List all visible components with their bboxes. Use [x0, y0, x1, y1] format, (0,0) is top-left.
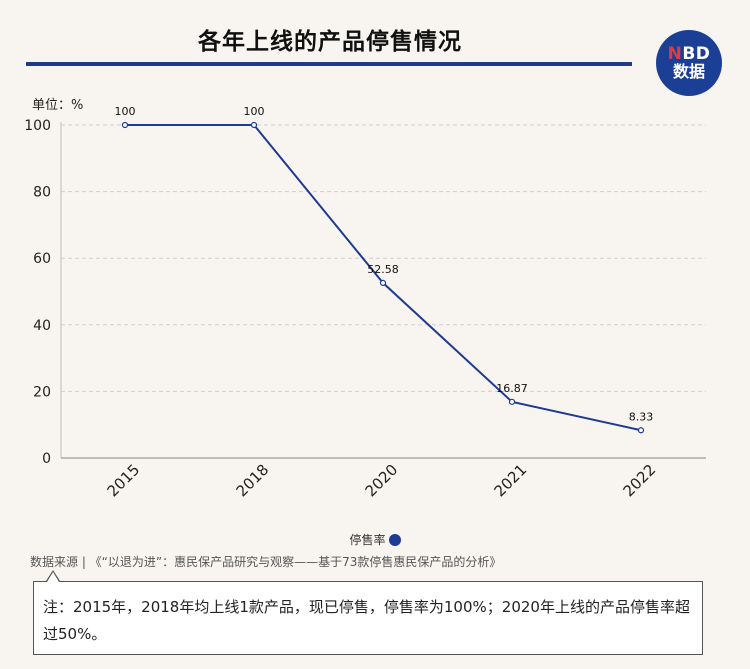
data-point [508, 398, 516, 405]
data-label: 16.87 [496, 382, 528, 395]
nbd-logo: NBD 数据 [656, 30, 722, 96]
data-point [250, 121, 258, 129]
data-point [121, 121, 129, 129]
x-tick-label: 2022 [620, 461, 660, 501]
y-tick-label: 60 [33, 251, 51, 267]
y-tick-label: 100 [24, 118, 51, 134]
title-divider [26, 62, 632, 66]
data-point [637, 427, 645, 434]
logo-line2: 数据 [672, 62, 705, 81]
x-tick-label: 2021 [491, 461, 531, 501]
y-tick-label: 40 [33, 318, 51, 334]
legend-label: 停售率 [349, 533, 386, 547]
source-text: 数据来源 | 《“以退为进”：惠民保产品研究与观察——基于73款停售惠民保产品的… [30, 555, 502, 569]
x-tick-label: 2020 [362, 461, 402, 501]
note-text: 注：2015年，2018年均上线1款产品，现已停售，停售率为100%；2020年… [43, 598, 690, 643]
legend-swatch [388, 534, 401, 546]
y-tick-label: 0 [42, 451, 51, 467]
note-pointer-fill [47, 572, 59, 582]
data-label: 100 [244, 105, 265, 118]
logo-line1: NBD [668, 45, 711, 63]
y-tick-label: 20 [33, 384, 51, 400]
y-tick-label: 80 [33, 185, 51, 201]
data-label: 8.33 [629, 410, 654, 423]
unit-label: 单位：% [32, 98, 84, 113]
data-label: 52.58 [367, 263, 399, 276]
logo-letter-n: N [667, 44, 683, 64]
data-label: 100 [115, 105, 136, 118]
note-box: 注：2015年，2018年均上线1款产品，现已停售，停售率为100%；2020年… [33, 581, 703, 655]
chart-title: 各年上线的产品停售情况 [198, 29, 462, 55]
x-tick-label: 2015 [104, 461, 144, 501]
x-tick-label: 2018 [233, 461, 273, 501]
data-point [379, 279, 387, 287]
logo-letters-bd: BD [682, 44, 711, 64]
legend: 停售率 [0, 531, 750, 548]
series-line [125, 124, 642, 432]
